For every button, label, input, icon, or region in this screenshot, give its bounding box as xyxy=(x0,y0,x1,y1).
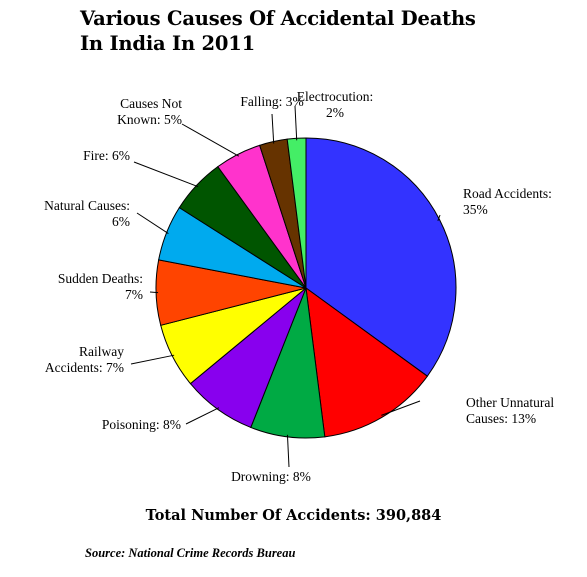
slice-label-line: 6% xyxy=(112,214,130,229)
leader-line xyxy=(437,214,441,221)
slice-label-line: Other Unnatural xyxy=(466,395,554,410)
leader-line xyxy=(286,434,290,468)
slice-label-line: Fire: 6% xyxy=(83,148,130,163)
pie-slice xyxy=(305,137,457,377)
chart-title-line-2: In India In 2011 xyxy=(80,32,256,55)
slice-label: Natural Causes: 6% xyxy=(44,198,130,229)
slice-label-line: Accidents: 7% xyxy=(45,360,124,375)
leader-line xyxy=(381,400,421,416)
slice-label: Sudden Deaths: 7% xyxy=(58,271,143,302)
slice-label: Railway Accidents: 7% xyxy=(45,344,124,375)
slice-labels: Road Accidents: 35% Other Unnatural Causes:… xyxy=(44,89,554,484)
slice-label: Poisoning: 8% xyxy=(102,417,181,432)
leader-lines xyxy=(130,105,441,468)
chart-title: Various Causes Of Accidental Deaths In I… xyxy=(80,6,476,56)
slice-label: Causes Not Known: 5% xyxy=(117,96,182,127)
source-note: Source: National Crime Records Bureau xyxy=(85,546,296,560)
total-accidents: Total Number Of Accidents: 390,884 xyxy=(145,507,442,524)
slice-label-line: Electrocution: xyxy=(297,89,373,104)
leader-line xyxy=(136,212,169,234)
leader-line xyxy=(271,113,275,144)
slice-label-line: Known: 5% xyxy=(117,112,182,127)
slice-label-line: Railway xyxy=(79,344,124,359)
slice-label-line: 35% xyxy=(463,202,488,217)
slice-label: Other Unnatural Causes: 13% xyxy=(466,395,554,426)
leader-line xyxy=(133,161,199,188)
slice-label: Road Accidents: 35% xyxy=(463,186,552,217)
leader-line xyxy=(294,105,298,141)
slice-label: Electrocution: 2% xyxy=(297,89,373,120)
pie-slices xyxy=(155,137,457,439)
leader-line xyxy=(130,354,175,365)
slice-label: Drowning: 8% xyxy=(231,469,311,484)
slice-label-line: Poisoning: 8% xyxy=(102,417,181,432)
slice-label-line: Falling: 3% xyxy=(240,94,303,109)
slice-label-line: Sudden Deaths: xyxy=(58,271,143,286)
pie-slice xyxy=(305,286,429,438)
slice-label-line: Road Accidents: xyxy=(463,186,552,201)
pie-chart: Road Accidents: 35% Other Unnatural Causes:… xyxy=(44,89,554,484)
slice-label-line: Causes Not xyxy=(120,96,182,111)
slice-label: Fire: 6% xyxy=(83,148,130,163)
slice-label-line: Natural Causes: xyxy=(44,198,130,213)
slice-label-line: Causes: 13% xyxy=(466,411,536,426)
slice-label-line: Drowning: 8% xyxy=(231,469,311,484)
slice-label-line: 7% xyxy=(125,287,143,302)
slice-label: Falling: 3% xyxy=(240,94,303,109)
leader-line xyxy=(149,291,159,294)
leader-line xyxy=(181,123,240,157)
slice-label-line: 2% xyxy=(326,105,344,120)
leader-line xyxy=(185,407,220,425)
chart-title-line-1: Various Causes Of Accidental Deaths xyxy=(80,7,476,30)
